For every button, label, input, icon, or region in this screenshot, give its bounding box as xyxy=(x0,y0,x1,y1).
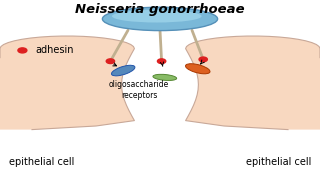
Ellipse shape xyxy=(112,10,202,22)
Circle shape xyxy=(157,59,166,64)
Text: epithelial cell: epithelial cell xyxy=(9,157,74,167)
Ellipse shape xyxy=(102,7,218,31)
Text: Neisseria gonorrhoeae: Neisseria gonorrhoeae xyxy=(75,3,245,16)
Circle shape xyxy=(18,48,27,53)
Polygon shape xyxy=(186,36,320,180)
Circle shape xyxy=(199,57,207,62)
Ellipse shape xyxy=(186,64,210,74)
Circle shape xyxy=(106,59,115,64)
Text: epithelial cell: epithelial cell xyxy=(246,157,311,167)
Polygon shape xyxy=(0,36,134,180)
Ellipse shape xyxy=(111,65,135,76)
Text: oligosaccharide
receptors: oligosaccharide receptors xyxy=(109,80,169,100)
Text: adhesin: adhesin xyxy=(35,45,74,55)
Ellipse shape xyxy=(153,74,177,80)
